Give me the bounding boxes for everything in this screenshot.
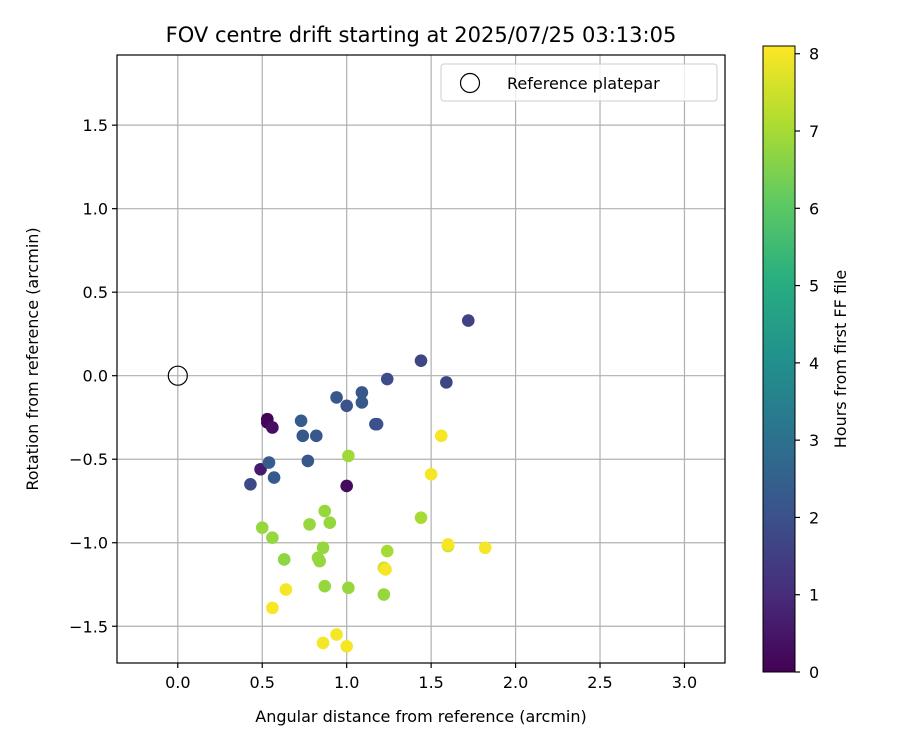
scatter-point bbox=[424, 467, 438, 481]
scatter-point bbox=[414, 354, 428, 367]
scatter-point bbox=[330, 628, 343, 641]
scatter-point bbox=[301, 454, 315, 468]
scatter-point bbox=[342, 449, 355, 463]
scatter-point bbox=[266, 421, 279, 434]
scatter-point bbox=[414, 511, 428, 524]
scatter-point bbox=[340, 399, 353, 413]
scatter-point bbox=[379, 563, 392, 576]
scatter-point bbox=[330, 391, 343, 404]
scatter-point bbox=[266, 601, 279, 615]
colorbar-tick-label: 5 bbox=[809, 277, 819, 296]
legend-reference-marker bbox=[459, 72, 481, 94]
scatter-point bbox=[441, 538, 455, 551]
scatter-point bbox=[478, 541, 492, 555]
scatter-point bbox=[313, 554, 326, 568]
colorbar: 0 1 2 3 4 5 6 7 8 Hours from first FF file bbox=[762, 45, 850, 682]
scatter-point bbox=[355, 386, 369, 399]
chart-title: FOV centre drift starting at 2025/07/25 … bbox=[166, 23, 677, 47]
reference-marker-layer bbox=[167, 365, 188, 386]
x-tick-label: 3.0 bbox=[672, 673, 697, 692]
x-tick-label: 0.0 bbox=[165, 673, 190, 692]
y-tick-label: −0.5 bbox=[69, 450, 108, 469]
scatter-point bbox=[262, 456, 276, 469]
colorbar-tick-label: 3 bbox=[809, 431, 819, 450]
scatter-point bbox=[254, 462, 267, 476]
colorbar-tick-label: 7 bbox=[809, 122, 819, 141]
colorbar-tick-label: 1 bbox=[809, 586, 819, 605]
colorbar-tick-label: 6 bbox=[809, 199, 819, 218]
scatter-point bbox=[309, 429, 323, 443]
y-tick-label: 0.0 bbox=[83, 367, 108, 386]
colorbar-ticks: 0 1 2 3 4 5 6 7 8 bbox=[795, 45, 819, 682]
legend: Reference platepar bbox=[440, 63, 718, 102]
scatter-point bbox=[342, 581, 355, 595]
scatter-point bbox=[318, 579, 332, 593]
x-tick-label: 2.5 bbox=[587, 673, 612, 692]
scatter-point bbox=[296, 429, 310, 443]
y-axis-ticks: −1.5 −1.0 −0.5 0.0 0.5 1.0 1.5 bbox=[69, 116, 117, 636]
scatter-point bbox=[461, 314, 475, 327]
scatter-point bbox=[380, 544, 394, 558]
scatter-point bbox=[255, 521, 269, 535]
scatter-point bbox=[316, 541, 330, 555]
colorbar-tick-label: 0 bbox=[809, 663, 819, 682]
scatter-point bbox=[355, 396, 369, 409]
scatter-point bbox=[279, 583, 293, 596]
y-tick-label: 0.5 bbox=[83, 283, 108, 302]
scatter-point bbox=[277, 553, 291, 566]
scatter-point bbox=[244, 477, 257, 491]
scatter-point bbox=[294, 414, 308, 428]
x-tick-label: 1.0 bbox=[334, 673, 359, 692]
legend-entry-reference: Reference platepar bbox=[507, 74, 660, 93]
scatter-point bbox=[440, 376, 453, 389]
reference-platepar-marker bbox=[167, 365, 188, 386]
scatter-point bbox=[340, 479, 353, 493]
colorbar-tick-label: 2 bbox=[809, 508, 819, 527]
y-tick-label: 1.5 bbox=[83, 116, 108, 135]
x-tick-label: 1.5 bbox=[418, 673, 443, 692]
y-tick-label: 1.0 bbox=[83, 200, 108, 219]
colorbar-label: Hours from first FF file bbox=[831, 270, 850, 449]
x-tick-label: 0.5 bbox=[250, 673, 275, 692]
scatter-point bbox=[370, 417, 384, 431]
grid-lines bbox=[117, 55, 725, 663]
scatter-point bbox=[316, 636, 330, 650]
scatter-point bbox=[323, 516, 337, 529]
x-axis-label: Angular distance from reference (arcmin) bbox=[255, 707, 586, 726]
y-tick-label: −1.0 bbox=[69, 534, 108, 553]
colorbar-gradient bbox=[762, 45, 796, 673]
scatter-points bbox=[244, 314, 492, 653]
scatter-point bbox=[266, 531, 279, 545]
scatter-point bbox=[340, 639, 353, 653]
scatter-point bbox=[303, 518, 316, 531]
colorbar-tick-label: 8 bbox=[809, 45, 819, 64]
y-axis-label: Rotation from reference (arcmin) bbox=[23, 227, 42, 490]
plot-frame bbox=[116, 54, 726, 664]
x-axis-ticks: 0.0 0.5 1.0 1.5 2.0 2.5 3.0 bbox=[165, 663, 697, 692]
scatter-point bbox=[380, 372, 394, 386]
y-tick-label: −1.5 bbox=[69, 617, 108, 636]
scatter-point bbox=[318, 504, 332, 518]
scatter-point bbox=[434, 429, 448, 443]
scatter-point bbox=[377, 588, 391, 601]
legend-box bbox=[440, 63, 718, 102]
scatter-point bbox=[267, 471, 281, 484]
colorbar-tick-label: 4 bbox=[809, 354, 819, 373]
x-tick-label: 2.0 bbox=[503, 673, 528, 692]
